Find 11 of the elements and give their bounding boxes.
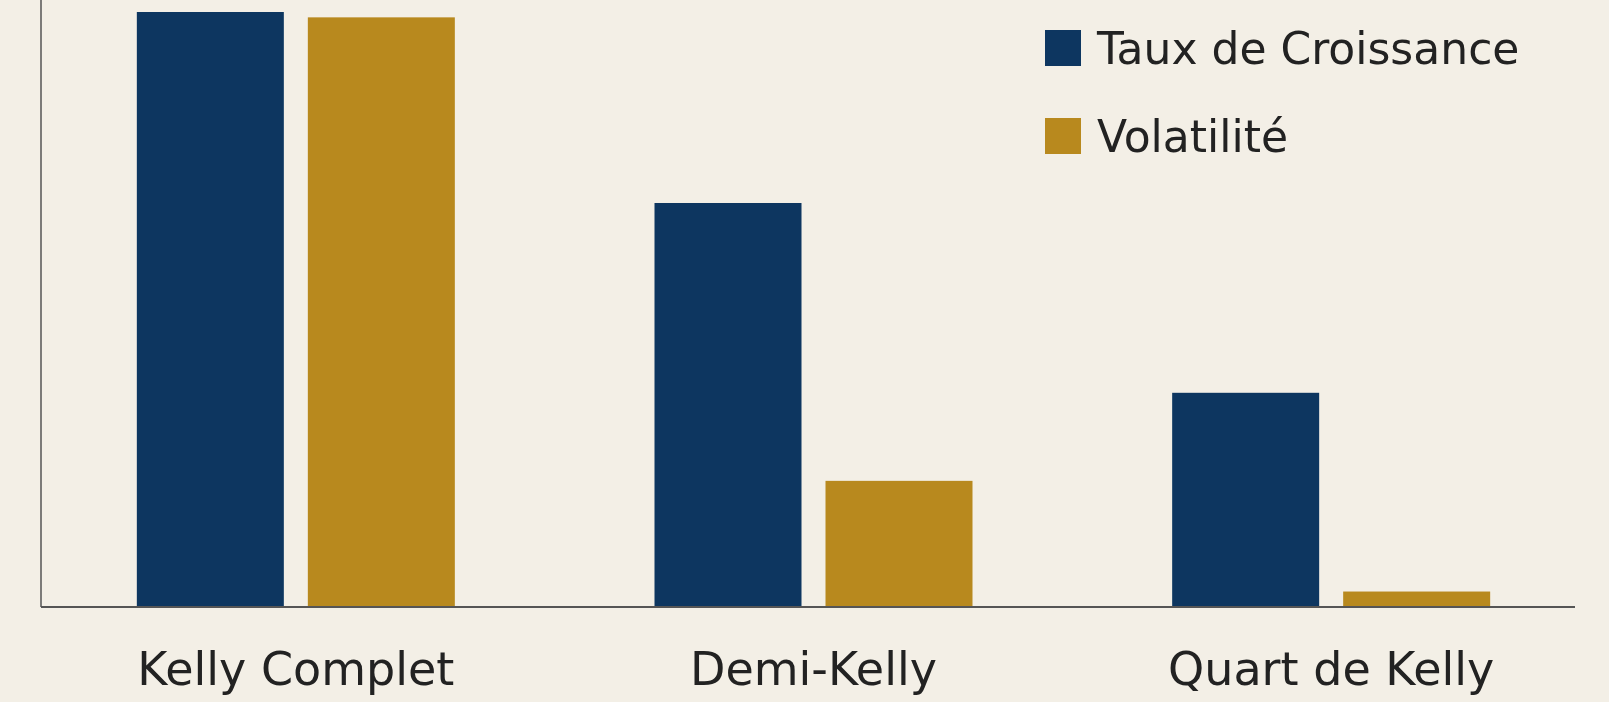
bar	[136, 12, 284, 607]
bar	[307, 17, 455, 607]
x-tick-label: Quart de Kelly	[1168, 642, 1495, 696]
legend-label: Taux de Croissance	[1096, 23, 1520, 74]
x-tick-label: Demi-Kelly	[690, 642, 937, 696]
legend-label: Volatilité	[1097, 111, 1289, 162]
bar	[825, 480, 973, 607]
bar	[1343, 591, 1491, 607]
bar	[1172, 392, 1320, 607]
x-tick-label: Kelly Complet	[137, 642, 455, 696]
bar	[654, 203, 802, 607]
